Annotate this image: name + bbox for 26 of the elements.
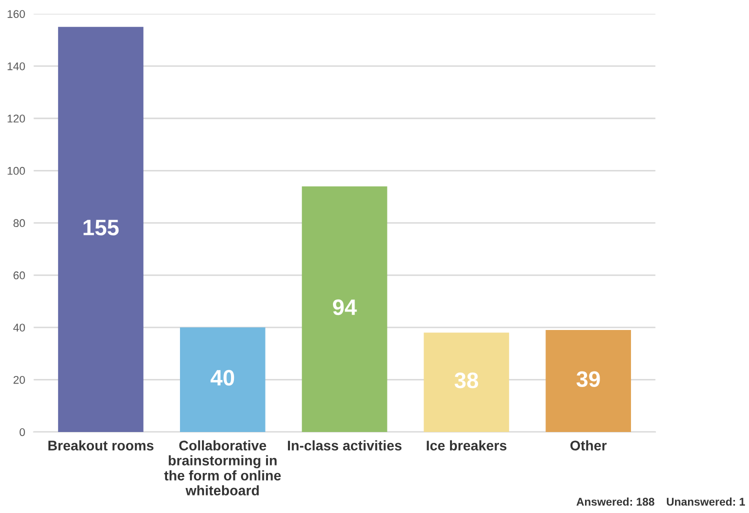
- text: Answered: 188: [576, 498, 654, 506]
- y-tick-label: 160: [8, 10, 25, 18]
- bar: [302, 186, 388, 432]
- bar: [546, 330, 631, 432]
- bar: [180, 327, 266, 432]
- x-tick-label: Collaborative brainstorming in the form of online whiteboard: [164, 440, 281, 496]
- bar: [424, 332, 510, 432]
- y-tick-label: 60: [14, 271, 25, 280]
- x-tick-label: Other: [570, 440, 607, 450]
- data-label: 155: [84, 220, 119, 236]
- data-label: 94: [332, 299, 357, 316]
- text: Unanswered: 1: [666, 498, 745, 506]
- data-label: 40: [210, 370, 234, 386]
- bar: [58, 26, 144, 432]
- x-tick-label: In-class activities: [288, 440, 402, 450]
- y-tick-label: 0: [20, 428, 25, 436]
- y-tick-label: 40: [13, 324, 25, 332]
- y-tick-label: 100: [8, 166, 25, 175]
- y-tick-label: 120: [8, 114, 25, 123]
- y-tick-label: 140: [8, 62, 25, 70]
- y-tick-label: 80: [13, 219, 25, 228]
- x-tick-label: Breakout rooms: [48, 440, 154, 450]
- data-label: 39: [576, 371, 600, 387]
- y-tick-label: 20: [14, 376, 25, 384]
- data-label: 38: [454, 372, 478, 388]
- x-tick-label: Ice breakers: [426, 440, 506, 450]
